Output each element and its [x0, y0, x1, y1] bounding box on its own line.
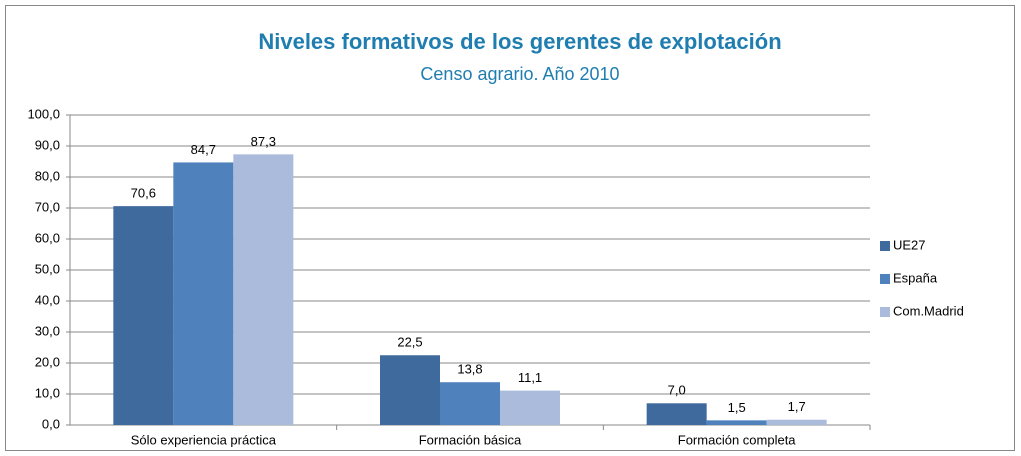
bar: [646, 403, 707, 425]
legend-swatch: [880, 307, 890, 317]
data-label: 7,0: [668, 383, 686, 398]
bar: [500, 390, 560, 425]
y-tick-label: 20,0: [35, 354, 60, 369]
y-tick-label: 0,0: [42, 416, 60, 431]
y-tick-label: 40,0: [35, 292, 60, 307]
chart-title: Niveles formativos de los gerentes de ex…: [258, 29, 781, 54]
legend-swatch: [880, 274, 890, 284]
y-tick-label: 10,0: [35, 385, 60, 400]
y-tick-label: 50,0: [35, 261, 60, 276]
data-label: 87,3: [251, 134, 276, 149]
bar: [173, 162, 234, 425]
data-label: 1,7: [788, 399, 806, 414]
y-tick-label: 60,0: [35, 230, 60, 245]
bar: [440, 382, 500, 425]
data-label: 22,5: [397, 335, 422, 350]
bar: [113, 206, 174, 425]
x-tick-label: Formación básica: [419, 432, 522, 447]
x-tick-label: Formación completa: [678, 432, 797, 447]
data-label: 84,7: [191, 142, 216, 157]
y-tick-label: 80,0: [35, 168, 60, 183]
y-tick-label: 90,0: [35, 137, 60, 152]
legend-swatch: [880, 241, 890, 251]
x-tick-label: Sólo experiencia práctica: [131, 432, 277, 447]
y-tick-label: 70,0: [35, 199, 60, 214]
legend-label: Com.Madrid: [893, 303, 964, 318]
y-tick-label: 30,0: [35, 323, 60, 338]
data-label: 13,8: [457, 362, 482, 377]
data-label: 11,1: [518, 370, 542, 385]
y-tick-label: 100,0: [27, 106, 60, 121]
data-label: 1,5: [728, 400, 746, 415]
bar: [380, 355, 440, 425]
bar: [233, 154, 294, 425]
bar: [706, 420, 767, 425]
chart-subtitle: Censo agrario. Año 2010: [420, 64, 619, 84]
legend-label: España: [893, 270, 938, 285]
bar: [766, 419, 827, 425]
legend-label: UE27: [893, 237, 926, 252]
data-label: 70,6: [131, 186, 156, 201]
